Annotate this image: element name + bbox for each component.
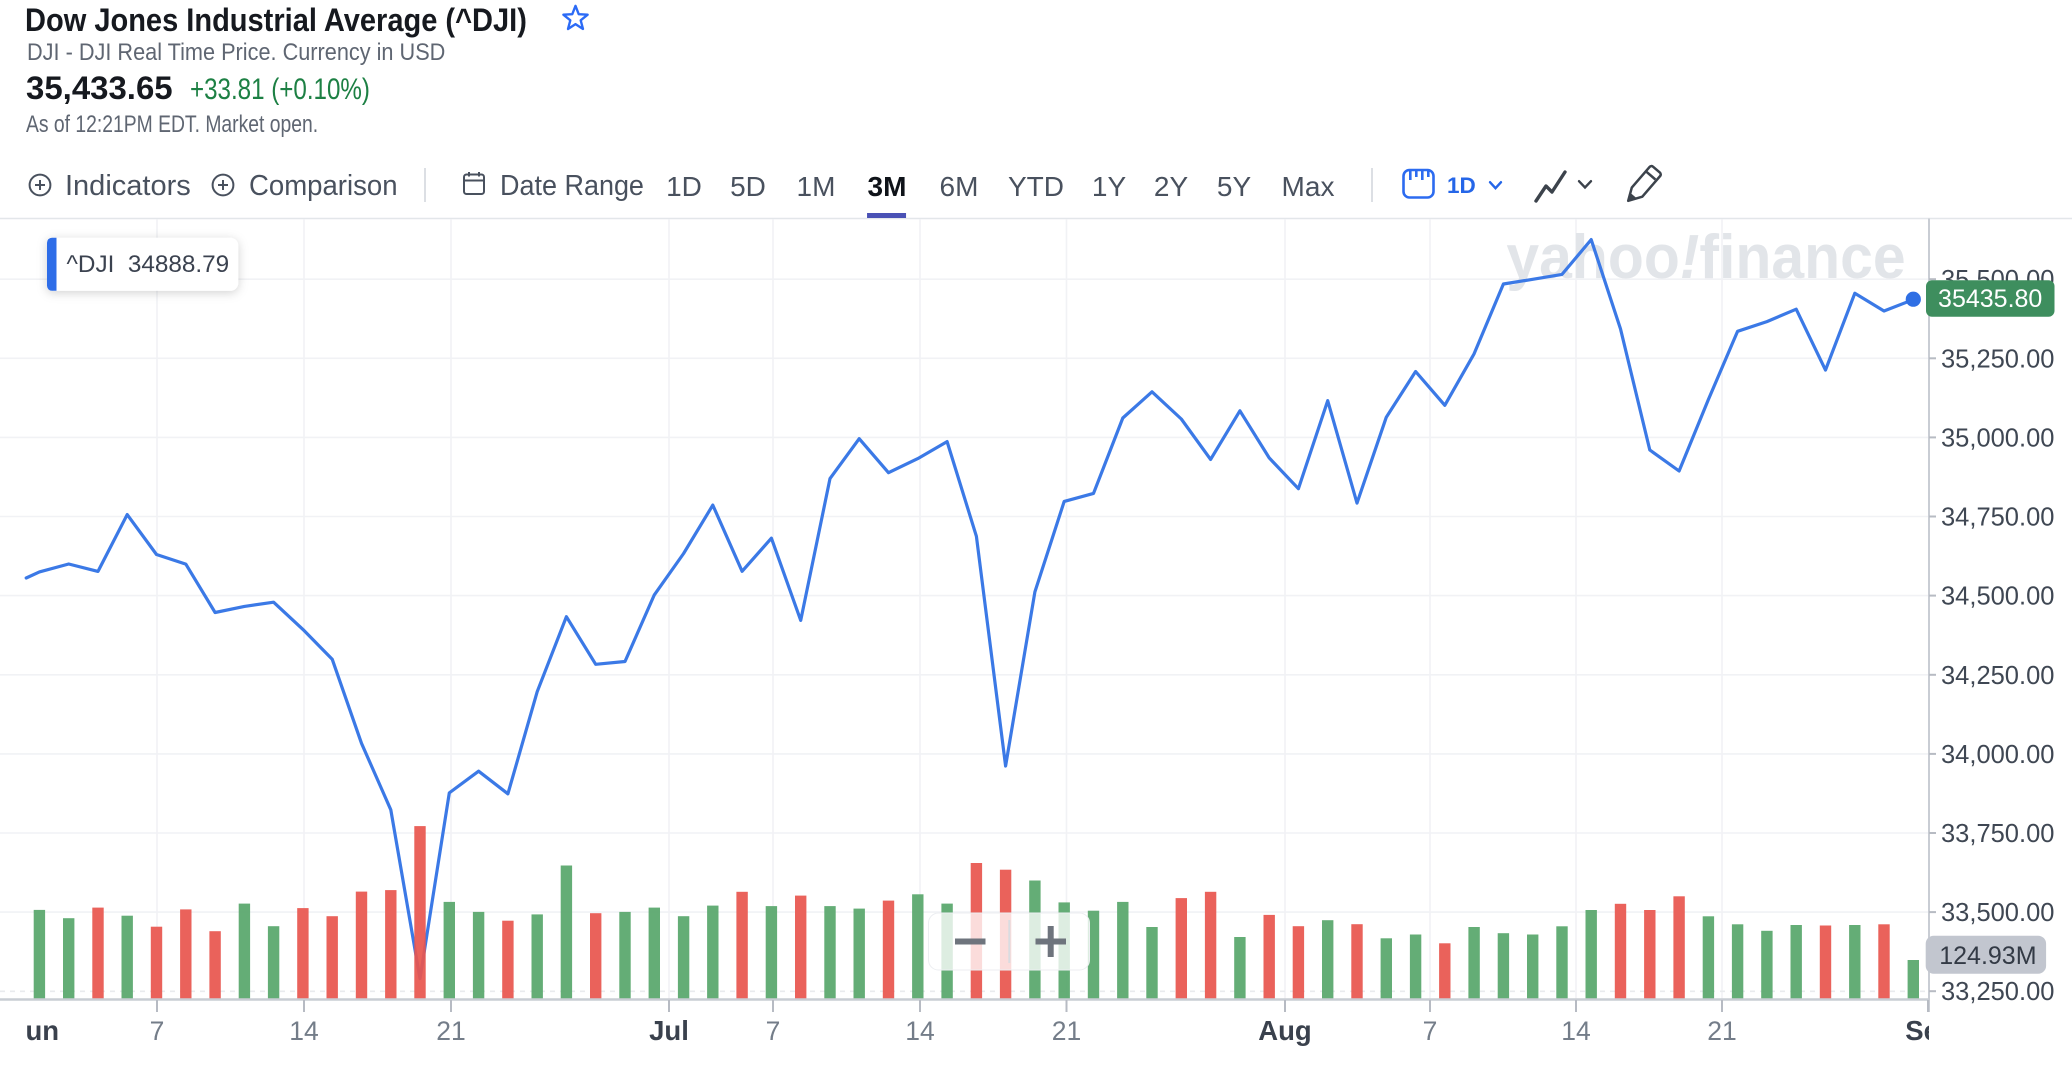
svg-text:^DJI 34888.79: ^DJI 34888.79 [67,251,230,278]
svg-text:35,000.00: 35,000.00 [1941,424,2054,452]
svg-text:21: 21 [436,1016,465,1046]
svg-text:34,250.00: 34,250.00 [1941,662,2054,690]
svg-text:14: 14 [905,1016,934,1046]
svg-text:Sep: Sep [1905,1015,1955,1046]
svg-text:Aug: Aug [1258,1015,1311,1046]
svg-text:14: 14 [289,1016,318,1046]
svg-text:124.93M: 124.93M [1939,942,2036,970]
svg-text:21: 21 [1052,1016,1081,1046]
svg-text:7: 7 [150,1016,165,1046]
svg-text:33,750.00: 33,750.00 [1941,820,2054,848]
svg-text:14: 14 [1561,1016,1590,1046]
svg-text:7: 7 [1423,1016,1438,1046]
svg-text:33,500.00: 33,500.00 [1941,899,2054,927]
svg-text:33,250.00: 33,250.00 [1941,978,2054,1006]
svg-text:35435.80: 35435.80 [1938,285,2042,313]
svg-text:yahoo!finance: yahoo!finance [1506,222,1905,292]
svg-text:7: 7 [766,1016,781,1046]
svg-text:21: 21 [1707,1016,1736,1046]
svg-text:34,000.00: 34,000.00 [1941,741,2054,769]
svg-text:34,750.00: 34,750.00 [1941,504,2054,532]
svg-text:34,500.00: 34,500.00 [1941,583,2054,611]
svg-text:35,250.00: 35,250.00 [1941,345,2054,373]
svg-text:Jul: Jul [649,1015,689,1046]
svg-text:un: un [26,1015,60,1046]
